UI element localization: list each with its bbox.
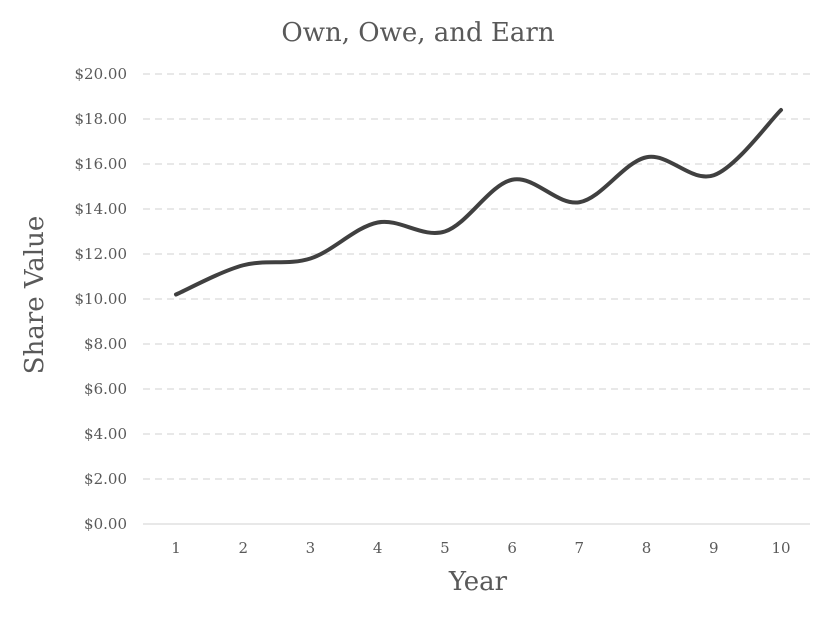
y-tick-label: $4.00 <box>84 425 127 443</box>
data-point <box>174 293 178 297</box>
x-tick-label: 8 <box>642 539 652 557</box>
x-tick-label: 3 <box>306 539 316 557</box>
y-axis-tick-labels: $0.00 $2.00 $4.00 $6.00 $8.00 $10.00 $12.00 $14… <box>75 65 128 533</box>
y-tick-label: $20.00 <box>75 65 128 83</box>
y-tick-label: $10.00 <box>75 290 128 308</box>
y-tick-label: $2.00 <box>84 470 127 488</box>
data-point <box>510 178 514 182</box>
data-point <box>577 200 581 204</box>
x-tick-label: 10 <box>771 539 790 557</box>
y-tick-label: $14.00 <box>75 200 128 218</box>
x-axis-title: Year <box>448 567 508 597</box>
share-value-line <box>174 108 783 297</box>
data-point <box>443 230 447 234</box>
y-tick-label: $16.00 <box>75 155 128 173</box>
data-point <box>376 221 380 225</box>
x-tick-label: 6 <box>507 539 517 557</box>
series-layer <box>174 108 783 297</box>
data-point <box>712 173 716 177</box>
x-tick-label: 1 <box>171 539 181 557</box>
x-tick-label: 9 <box>709 539 719 557</box>
y-tick-label: $6.00 <box>84 380 127 398</box>
data-point <box>308 257 312 261</box>
data-point <box>645 155 649 159</box>
data-point <box>241 263 245 267</box>
x-tick-label: 2 <box>238 539 248 557</box>
x-tick-label: 7 <box>575 539 585 557</box>
y-axis-title: Share Value <box>20 216 50 374</box>
gridlines <box>143 73 810 525</box>
y-tick-label: $8.00 <box>84 335 127 353</box>
chart-title: Own, Owe, and Earn <box>281 18 554 48</box>
x-tick-label: 4 <box>373 539 383 557</box>
data-point <box>779 108 783 112</box>
y-tick-label: $12.00 <box>75 245 128 263</box>
x-tick-label: 5 <box>440 539 450 557</box>
y-tick-label: $18.00 <box>75 110 128 128</box>
y-tick-label: $0.00 <box>84 515 127 533</box>
x-axis-tick-labels: 1 2 3 4 5 6 7 8 9 10 <box>171 539 790 557</box>
